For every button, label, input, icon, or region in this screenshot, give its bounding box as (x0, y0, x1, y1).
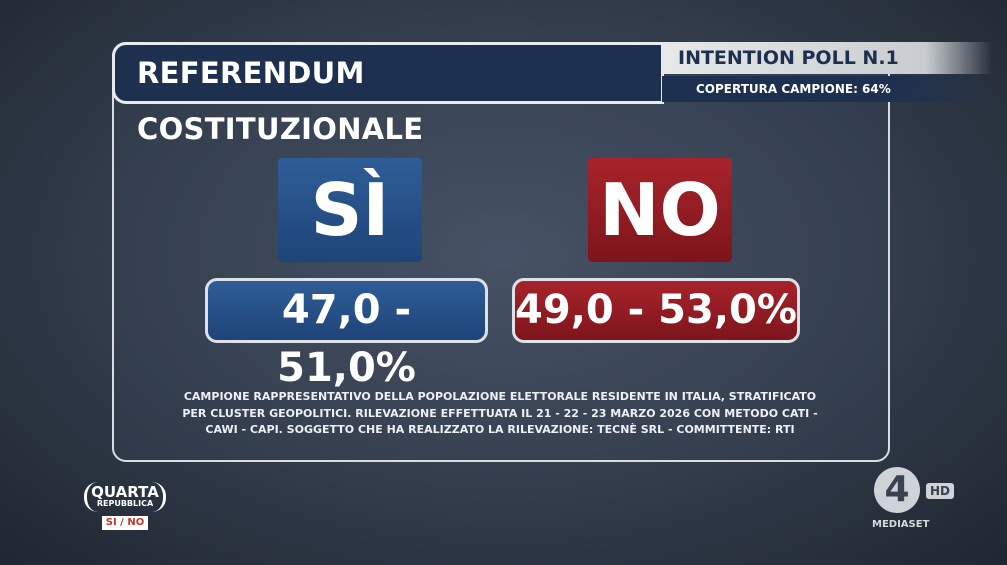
note-line: CAMPIONE RAPPRESENTATIVO DELLA POPOLAZIO… (183, 390, 817, 403)
show-logo-line: QUARTA (91, 483, 159, 501)
network: MEDIASET (872, 519, 930, 530)
option-label: NO (588, 158, 732, 262)
note-line: PER CLUSTER GEOPOLITICI. RILEVAZIONE EFF… (182, 406, 818, 420)
coverage: COPERTURA CAMPIONE: 64% (662, 76, 992, 102)
show-tag: SI / NO (101, 516, 149, 530)
note: CAMPIONE RAPPRESENTATIVO DELLA POPOLAZIO… (130, 389, 870, 439)
option-label: SÌ (278, 158, 422, 262)
option-range: 47,0 - 51,0% (205, 278, 488, 391)
channel-number: 4 (874, 467, 920, 513)
channel-logo: 4 HD MEDIASET (870, 465, 965, 535)
channel-badge: HD (926, 483, 955, 499)
option-range: 49,0 - 53,0% (512, 278, 800, 343)
show-logo: QUARTA REPUBBLICA SI / NO (84, 482, 166, 530)
title: REFERENDUM COSTITUZIONALE (112, 42, 664, 146)
note-line: CAWI - CAPI. SOGGETTO CHE HA REALIZZATO … (205, 423, 795, 436)
poll-name: INTENTION POLL N.1 (662, 42, 992, 74)
show-logo-line: REPUBBLICA (96, 499, 154, 508)
panel (112, 42, 890, 462)
